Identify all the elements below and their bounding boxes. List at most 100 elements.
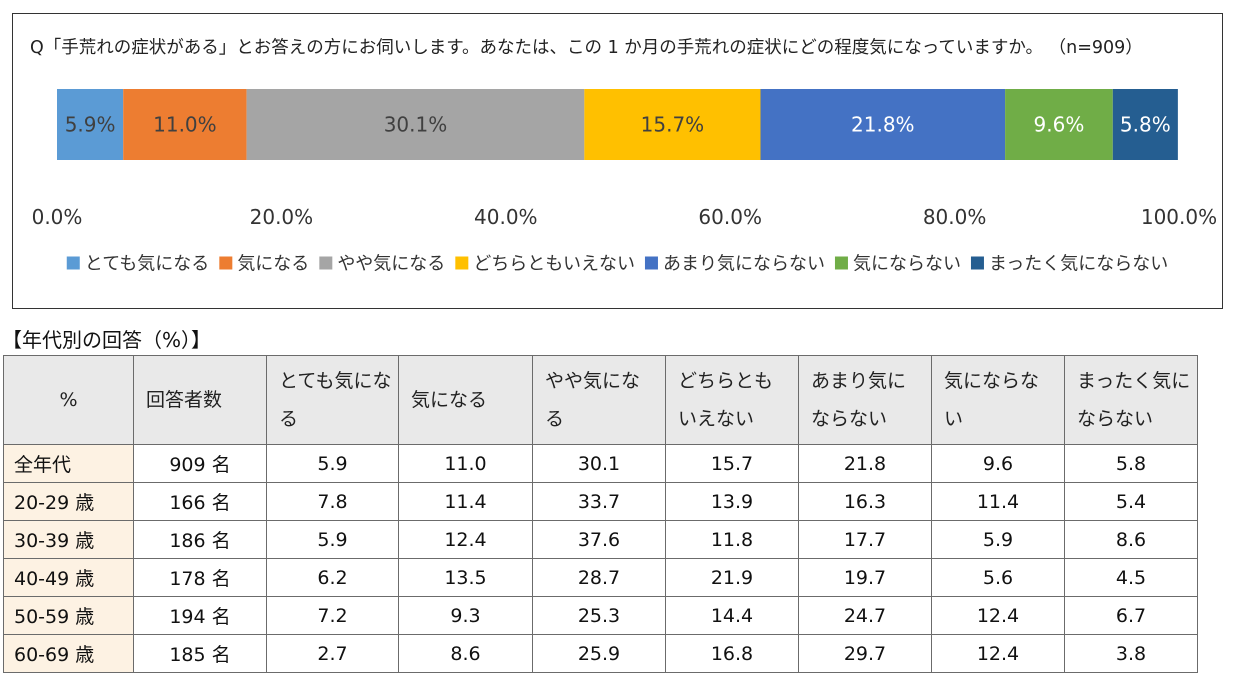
row-value-cell: 21.8 (798, 444, 932, 483)
header-not-very-concerned: あまり気に ならない (798, 355, 932, 445)
row-value-cell: 21.9 (665, 558, 799, 597)
row-age-label: 20-29 歳 (3, 482, 134, 521)
row-value-cell: 19.7 (798, 558, 932, 597)
legend-swatch (644, 256, 658, 270)
x-tick-label: 0.0% (32, 205, 83, 229)
row-age-label: 40-49 歳 (3, 558, 134, 597)
legend-label: やや気になる (337, 254, 445, 275)
row-value-cell: 14.4 (665, 596, 799, 635)
stacked-bar-chart: Q「手荒れの症状がある」とお答えの方にお伺いします。あなたは、この 1 か月の手… (30, 38, 1217, 275)
row-value-cell: 12.4 (398, 520, 533, 559)
row-value-cell: 5.9 (266, 520, 399, 559)
bar-segment (760, 89, 1006, 160)
bar-data-label: 30.1% (384, 113, 448, 137)
row-value-cell: 11.0 (398, 444, 533, 483)
row-value-cell: 17.7 (798, 520, 932, 559)
table-row: 20-29 歳 166 名 7.8 11.4 33.7 13.9 16.3 11.4 5.4 (3, 482, 1198, 521)
row-value-cell: 37.6 (532, 520, 666, 559)
table-header-row: % 回答者数 とても気になる 気になる やや気になる どちらとも いえない あまり… (3, 355, 1198, 445)
header-not-concerned: 気にならない (931, 355, 1065, 445)
table-row: 60-69 歳 185 名 2.7 8.6 25.9 16.8 29.7 12.4 3.8 (3, 634, 1198, 673)
bar-segment (1005, 89, 1113, 160)
bar-segment (584, 89, 761, 160)
bar-segment (123, 89, 247, 160)
legend-label: 気にならない (853, 254, 961, 275)
row-value-cell: 11.4 (931, 482, 1065, 521)
legend-label: とても気になる (85, 254, 210, 275)
row-age-label: 50-59 歳 (3, 596, 134, 635)
x-tick-label: 80.0% (923, 205, 987, 229)
bar-data-label: 21.8% (851, 113, 915, 137)
age-breakdown-table: % 回答者数 とても気になる 気になる やや気になる どちらとも いえない あまり… (3, 355, 1198, 673)
row-value-cell: 33.7 (532, 482, 666, 521)
row-respondent-count: 166 名 (133, 482, 267, 521)
row-respondent-count: 178 名 (133, 558, 267, 597)
row-value-cell: 15.7 (665, 444, 799, 483)
row-value-cell: 9.3 (398, 596, 533, 635)
bar-segment (57, 89, 124, 160)
x-tick-label: 60.0% (698, 205, 762, 229)
row-value-cell: 5.9 (266, 444, 399, 483)
row-age-label: 30-39 歳 (3, 520, 134, 559)
table-row: 全年代 909 名 5.9 11.0 30.1 15.7 21.8 9.6 5.8 (3, 444, 1198, 483)
legend-label: どちらともいえない (473, 254, 635, 275)
bar-segment (246, 89, 585, 160)
row-value-cell: 11.4 (398, 482, 533, 521)
legend-swatch (455, 256, 469, 270)
bar-segment (1112, 89, 1178, 160)
chart-panel: Q「手荒れの症状がある」とお答えの方にお伺いします。あなたは、この 1 か月の手… (12, 13, 1223, 309)
table-body: 全年代 909 名 5.9 11.0 30.1 15.7 21.8 9.6 5.8 20-29 歳… (3, 444, 1198, 673)
row-value-cell: 28.7 (532, 558, 666, 597)
legend-swatch (66, 256, 80, 270)
row-value-cell: 5.9 (931, 520, 1065, 559)
header-concerned: 気になる (398, 355, 533, 445)
bar-data-label: 11.0% (153, 113, 217, 137)
row-value-cell: 29.7 (798, 634, 932, 673)
table-row: 50-59 歳 194 名 7.2 9.3 25.3 14.4 24.7 12.4 6.7 (3, 596, 1198, 635)
bar-data-label: 9.6% (1034, 113, 1085, 137)
row-value-cell: 6.2 (266, 558, 399, 597)
header-percent: % (3, 355, 134, 445)
row-value-cell: 25.9 (532, 634, 666, 673)
row-value-cell: 13.5 (398, 558, 533, 597)
row-age-label: 全年代 (3, 444, 134, 483)
table-row: 40-49 歳 178 名 6.2 13.5 28.7 21.9 19.7 5.6 4.5 (3, 558, 1198, 597)
table-row: 30-39 歳 186 名 5.9 12.4 37.6 11.8 17.7 5.9 8.6 (3, 520, 1198, 559)
row-age-label: 60-69 歳 (3, 634, 134, 673)
row-respondent-count: 909 名 (133, 444, 267, 483)
header-not-at-all-concerned: まったく気に ならない (1064, 355, 1198, 445)
row-value-cell: 3.8 (1064, 634, 1198, 673)
row-respondent-count: 186 名 (133, 520, 267, 559)
row-value-cell: 16.8 (665, 634, 799, 673)
row-value-cell: 8.6 (398, 634, 533, 673)
legend-swatch (970, 256, 984, 270)
row-value-cell: 12.4 (931, 596, 1065, 635)
header-somewhat-concerned: やや気になる (532, 355, 666, 445)
row-value-cell: 11.8 (665, 520, 799, 559)
row-value-cell: 6.7 (1064, 596, 1198, 635)
row-value-cell: 7.2 (266, 596, 399, 635)
header-neutral: どちらとも いえない (665, 355, 799, 445)
row-value-cell: 25.3 (532, 596, 666, 635)
row-value-cell: 7.8 (266, 482, 399, 521)
table-title: 【年代別の回答（%）】 (2, 328, 212, 352)
header-very-concerned: とても気になる (266, 355, 399, 445)
chart-title: Q「手荒れの症状がある」とお答えの方にお伺いします。あなたは、この 1 か月の手… (30, 38, 1143, 58)
row-value-cell: 13.9 (665, 482, 799, 521)
legend-swatch (319, 256, 333, 270)
row-value-cell: 8.6 (1064, 520, 1198, 559)
row-value-cell: 5.4 (1064, 482, 1198, 521)
row-value-cell: 24.7 (798, 596, 932, 635)
row-value-cell: 16.3 (798, 482, 932, 521)
row-value-cell: 5.8 (1064, 444, 1198, 483)
row-respondent-count: 185 名 (133, 634, 267, 673)
x-tick-label: 100.0% (1141, 205, 1217, 229)
row-value-cell: 9.6 (931, 444, 1065, 483)
row-respondent-count: 194 名 (133, 596, 267, 635)
header-respondents: 回答者数 (133, 355, 267, 445)
legend-label: 気になる (237, 254, 309, 275)
row-value-cell: 30.1 (532, 444, 666, 483)
bar-data-label: 5.8% (1120, 113, 1171, 137)
x-tick-label: 20.0% (250, 205, 314, 229)
row-value-cell: 4.5 (1064, 558, 1198, 597)
